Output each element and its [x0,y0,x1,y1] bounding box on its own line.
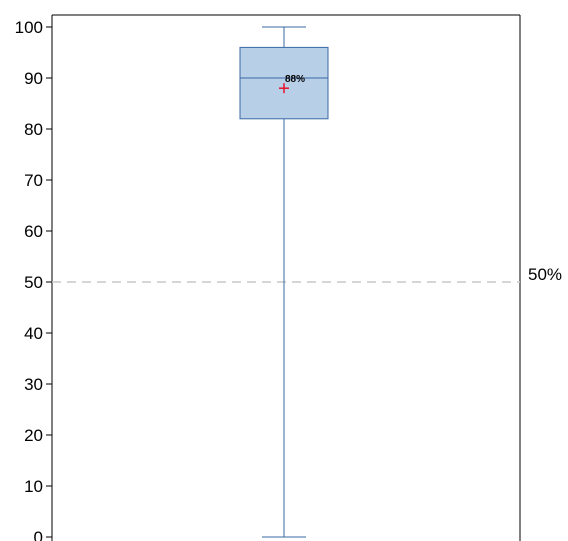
y-tick-label: 30 [24,375,43,394]
y-tick-label: 20 [24,426,43,445]
y-tick-label: 50 [24,273,43,292]
y-tick-label: 100 [15,18,43,37]
y-tick-label: 90 [24,69,43,88]
y-tick-label: 40 [24,324,43,343]
box-group: 88% [239,26,329,538]
y-tick-label: 70 [24,171,43,190]
y-tick-label: 0 [34,528,43,541]
reference-line-group: 50% [52,265,562,284]
axes: 0 10 20 30 40 50 60 70 80 90 100 [15,14,521,541]
reference-line-label: 50% [528,265,562,284]
y-tick-label: 80 [24,120,43,139]
y-tick-label: 10 [24,477,43,496]
interquartile-box [239,46,329,120]
y-tick-label: 60 [24,222,43,241]
mean-value-label: 88% [285,74,305,85]
